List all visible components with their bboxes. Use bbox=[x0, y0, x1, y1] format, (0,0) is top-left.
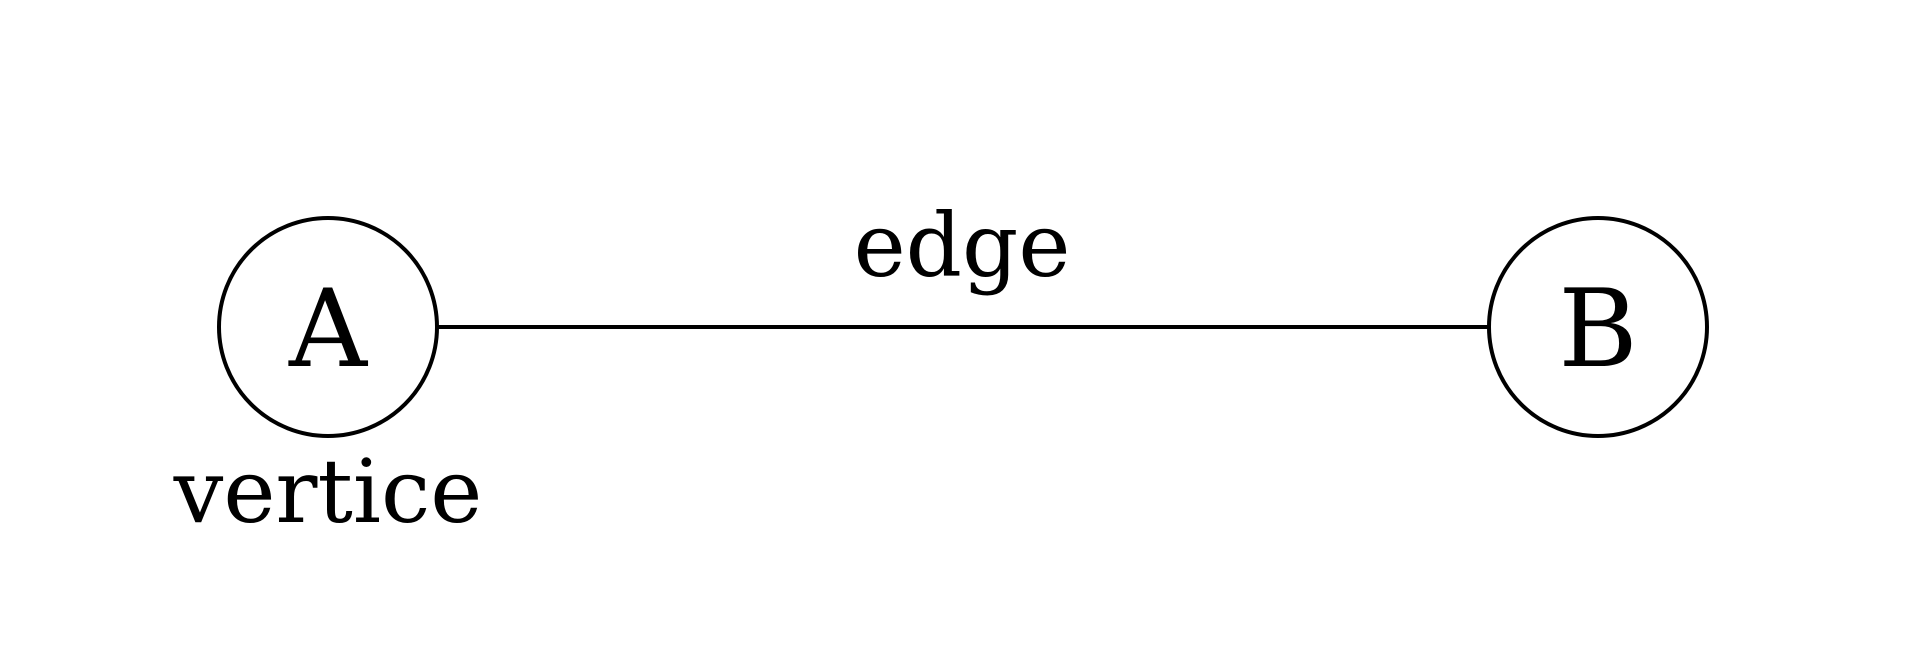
node-b-circle bbox=[1487, 216, 1709, 438]
node-a-circle bbox=[217, 216, 439, 438]
node-b-label: B bbox=[1558, 267, 1637, 392]
node-a: A bbox=[217, 216, 439, 438]
node-b: B bbox=[1487, 216, 1709, 438]
edge-label: edge bbox=[854, 194, 1071, 297]
vertex-caption: vertice bbox=[173, 440, 483, 543]
node-a-label: A bbox=[288, 267, 369, 392]
